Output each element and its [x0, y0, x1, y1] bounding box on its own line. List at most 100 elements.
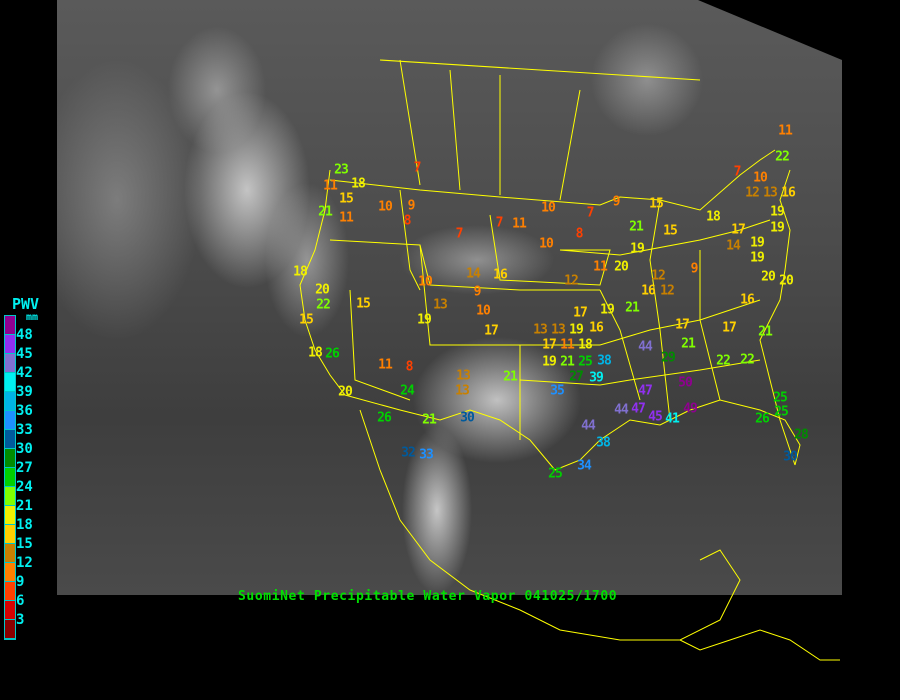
legend-swatch [5, 335, 15, 354]
station-pwv-value: 13 [533, 322, 548, 338]
legend-tick-label: 27 [16, 460, 33, 476]
station-pwv-value: 21 [681, 336, 696, 352]
station-pwv-value: 18 [706, 209, 721, 225]
station-pwv-value: 39 [589, 370, 604, 386]
station-pwv-value: 30 [460, 410, 475, 426]
station-pwv-value: 38 [596, 435, 611, 451]
station-pwv-value: 26 [755, 411, 770, 427]
legend-swatch [5, 544, 15, 563]
state-line [699, 250, 721, 401]
station-pwv-value: 27 [569, 369, 584, 385]
state-line [329, 239, 600, 291]
legend-tick-label: 33 [16, 422, 33, 438]
legend-tick-label: 3 [16, 612, 25, 628]
station-pwv-value: 16 [589, 320, 604, 336]
station-pwv-value: 13 [456, 368, 471, 384]
station-pwv-value: 11 [593, 259, 608, 275]
station-pwv-value: 10 [418, 274, 433, 290]
station-pwv-value: 25 [578, 354, 593, 370]
state-line [519, 359, 761, 386]
station-pwv-value: 10 [539, 236, 554, 252]
no-data-corner [698, 0, 842, 60]
legend-swatch [5, 563, 15, 582]
station-pwv-value: 17 [484, 323, 499, 339]
state-line [559, 219, 771, 256]
station-pwv-value: 7 [413, 160, 422, 176]
station-pwv-value: 47 [638, 383, 653, 399]
station-pwv-value: 19 [630, 241, 645, 257]
legend-swatch [5, 373, 15, 392]
legend-swatch [5, 468, 15, 487]
station-pwv-value: 35 [550, 383, 565, 399]
station-pwv-value: 19 [417, 312, 432, 328]
legend-swatch [5, 354, 15, 373]
station-pwv-value: 33 [419, 447, 434, 463]
station-pwv-value: 7 [586, 205, 595, 221]
station-pwv-value: 11 [778, 123, 793, 139]
station-pwv-value: 10 [753, 170, 768, 186]
canada-province-line [379, 59, 701, 81]
station-pwv-value: 11 [339, 210, 354, 226]
station-pwv-value: 38 [597, 353, 612, 369]
legend-swatch [5, 506, 15, 525]
station-pwv-value: 7 [733, 164, 742, 180]
legend-tick-label: 6 [16, 593, 25, 609]
east-coast [759, 169, 796, 466]
station-pwv-value: 19 [770, 220, 785, 236]
station-pwv-value: 9 [612, 194, 621, 210]
station-pwv-value: 19 [770, 204, 785, 220]
station-pwv-value: 22 [775, 149, 790, 165]
station-pwv-value: 20 [761, 269, 776, 285]
canada-province-line [399, 59, 421, 186]
state-line [599, 289, 641, 401]
state-line [349, 289, 411, 401]
station-pwv-value: 7 [495, 215, 504, 231]
central-america [679, 629, 840, 661]
station-pwv-value: 14 [466, 266, 481, 282]
station-pwv-value: 44 [614, 402, 629, 418]
station-pwv-value: 16 [781, 185, 796, 201]
canada-province-line [559, 89, 581, 201]
station-pwv-value: 18 [308, 345, 323, 361]
station-pwv-value: 49 [683, 401, 698, 417]
station-pwv-value: 18 [351, 176, 366, 192]
station-pwv-value: 21 [503, 369, 518, 385]
station-pwv-value: 11 [512, 216, 527, 232]
station-pwv-value: 22 [740, 352, 755, 368]
station-pwv-value: 19 [750, 250, 765, 266]
station-pwv-value: 15 [663, 223, 678, 239]
station-pwv-value: 18 [293, 264, 308, 280]
station-pwv-value: 12 [660, 283, 675, 299]
station-pwv-value: 13 [763, 185, 778, 201]
legend-tick-label: 30 [16, 441, 33, 457]
legend-swatch [5, 392, 15, 411]
station-pwv-value: 8 [403, 213, 412, 229]
station-pwv-value: 9 [407, 198, 416, 214]
legend-tick-label: 21 [16, 498, 33, 514]
station-pwv-value: 47 [631, 401, 646, 417]
legend-tick-label: 12 [16, 555, 33, 571]
station-pwv-value: 25 [773, 390, 788, 406]
station-pwv-value: 15 [339, 191, 354, 207]
station-pwv-value: 22 [716, 353, 731, 369]
station-pwv-value: 19 [600, 302, 615, 318]
legend-tick-label: 39 [16, 384, 33, 400]
station-pwv-value: 15 [356, 296, 371, 312]
station-pwv-value: 28 [794, 427, 809, 443]
us-canada-border [329, 149, 776, 211]
station-pwv-value: 29 [661, 350, 676, 366]
legend-tick-label: 9 [16, 574, 25, 590]
station-pwv-value: 20 [315, 282, 330, 298]
station-pwv-value: 9 [690, 261, 699, 277]
legend-tick-label: 15 [16, 536, 33, 552]
station-pwv-value: 20 [614, 259, 629, 275]
station-pwv-value: 12 [651, 268, 666, 284]
station-pwv-value: 16 [740, 292, 755, 308]
station-pwv-value: 17 [573, 305, 588, 321]
canada-province-line [449, 69, 461, 191]
station-pwv-value: 21 [422, 412, 437, 428]
mexico-border [344, 394, 556, 471]
station-pwv-value: 19 [750, 235, 765, 251]
station-pwv-value: 11 [560, 337, 575, 353]
